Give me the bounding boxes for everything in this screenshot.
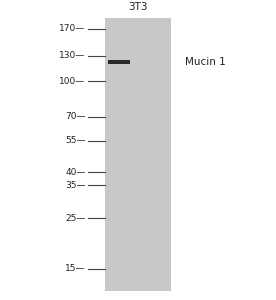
Text: 130—: 130— bbox=[59, 51, 86, 60]
Text: 170—: 170— bbox=[59, 25, 86, 34]
Bar bbox=[105, 18, 171, 291]
Text: 15—: 15— bbox=[65, 264, 86, 273]
Text: 3T3: 3T3 bbox=[128, 2, 148, 12]
Text: 25—: 25— bbox=[65, 214, 86, 223]
Text: 100—: 100— bbox=[59, 77, 86, 86]
Bar bbox=[108, 60, 130, 64]
Text: 35—: 35— bbox=[65, 181, 86, 190]
Text: Mucin 1: Mucin 1 bbox=[185, 57, 226, 67]
Text: 40—: 40— bbox=[65, 167, 86, 176]
Text: 70—: 70— bbox=[65, 112, 86, 121]
Text: 55—: 55— bbox=[65, 136, 86, 145]
